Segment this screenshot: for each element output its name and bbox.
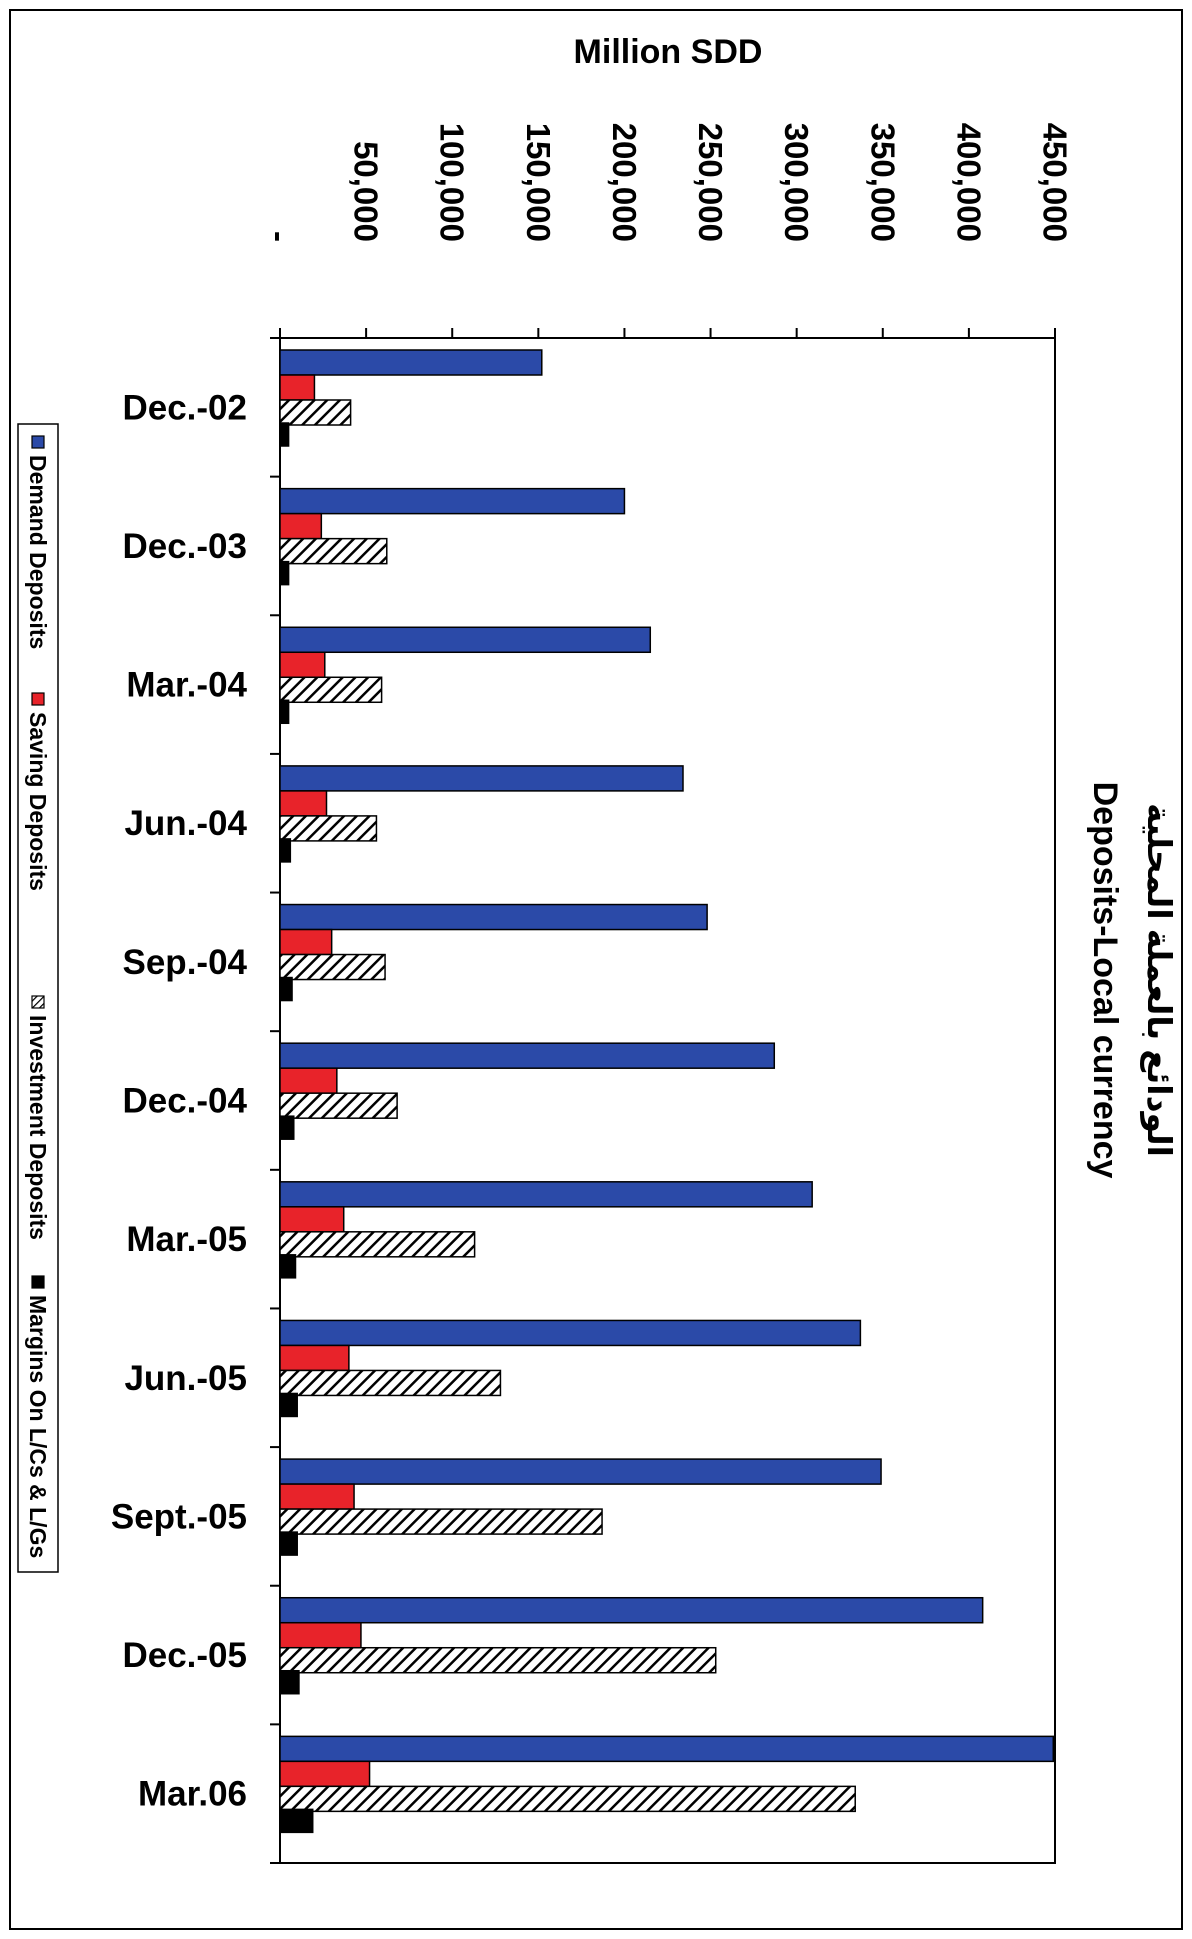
bar-investment-deposits [279,953,386,981]
bar-margins-on-l-cs-l-gs [279,838,292,863]
value-tick-label: 200,000 [606,123,643,242]
category-label: Jun.-05 [124,1359,247,1398]
category-label: Sept.-05 [111,1497,247,1536]
bar-saving-deposits [279,512,323,540]
legend-swatch [31,995,45,1009]
bar-demand-deposits [279,626,652,654]
bar-demand-deposits [279,1735,1055,1763]
value-tick-label: 300,000 [778,123,815,242]
bar-saving-deposits [279,1760,371,1788]
bar-investment-deposits [279,1646,717,1674]
bar-demand-deposits [279,487,626,515]
category-label: Dec.-02 [122,388,247,427]
value-axis-ticks: - 50,000 100,000 150,000 200,000 250,000 300,0… [262,123,1074,338]
bar-investment-deposits [279,815,378,842]
bar-saving-deposits [279,1344,350,1372]
value-tick-label: 400,000 [950,123,987,242]
value-tick-label: 450,000 [1037,123,1074,242]
bar-demand-deposits [279,1458,882,1485]
bar-margins-on-l-cs-l-gs [279,1115,295,1140]
bar-margins-on-l-cs-l-gs [279,422,290,447]
category-label: Dec.-05 [122,1636,247,1675]
category-labels: Dec.-02 Dec.-03 Mar.-04 Jun.-04 Sep.-04 Dec.-… [111,388,248,1813]
bar-investment-deposits [279,676,383,704]
bar-margins-on-l-cs-l-gs [279,1808,314,1834]
chart-subtitle: الودائع بالعملة المحلية [1139,803,1178,1157]
legend-label: Saving Deposits [25,712,51,891]
value-axis-label: Million SDD [574,33,763,71]
bar-margins-on-l-cs-l-gs [279,1392,298,1418]
bar-margins-on-l-cs-l-gs [279,1669,300,1695]
category-axis-ticks [270,337,280,1864]
bar-margins-on-l-cs-l-gs [279,1531,298,1556]
bar-investment-deposits [279,1785,856,1813]
category-label: Mar.06 [138,1775,247,1814]
bar-margins-on-l-cs-l-gs [279,560,290,586]
bar-saving-deposits [279,1067,338,1094]
bar-saving-deposits [279,790,328,817]
bar-saving-deposits [279,1206,345,1233]
chart-title: Deposits-Local currency [1086,782,1124,1179]
legend-label: Demand Deposits [25,455,51,649]
bar-demand-deposits [279,1181,813,1208]
value-tick-label: 100,000 [434,123,471,242]
bar-investment-deposits [279,1508,603,1535]
category-label: Dec.-04 [122,1082,247,1121]
bar-saving-deposits [279,374,316,401]
bar-investment-deposits [279,1231,476,1258]
bar-saving-deposits [279,928,333,956]
bars [279,349,1055,1834]
legend-swatch [31,435,45,449]
category-label: Jun.-04 [124,804,247,843]
value-tick-label: 150,000 [520,123,557,242]
category-label: Mar.-04 [126,666,247,705]
bar-demand-deposits [279,765,684,792]
bar-margins-on-l-cs-l-gs [279,976,293,1002]
legend-label: Margins On L/Cs & L/Gs [25,1295,51,1558]
bar-investment-deposits [279,537,388,565]
bar-demand-deposits [279,1042,776,1069]
bar-saving-deposits [279,651,326,679]
value-tick-label: - [262,231,299,242]
bar-margins-on-l-cs-l-gs [279,1254,297,1279]
legend-label: Investment Deposits [25,1015,51,1240]
legend: Demand Deposits Saving Deposits Investment… [17,423,59,1573]
value-tick-label: 50,000 [348,141,385,242]
value-tick-label: 350,000 [864,123,901,242]
category-label: Mar.-05 [126,1220,247,1259]
category-label: Dec.-03 [122,527,247,566]
outer-frame [9,9,1183,1930]
legend-swatch [31,692,45,706]
bar-investment-deposits [279,1369,502,1397]
bar-demand-deposits [279,903,708,931]
bar-investment-deposits [279,1092,398,1119]
legend-swatch [31,1275,45,1289]
bar-saving-deposits [279,1621,362,1649]
bar-demand-deposits [279,349,543,376]
bar-demand-deposits [279,1319,862,1347]
bar-demand-deposits [279,1596,984,1624]
bar-margins-on-l-cs-l-gs [279,699,290,725]
bar-investment-deposits [279,399,352,426]
value-tick-label: 250,000 [692,123,729,242]
category-label: Sep.-04 [123,943,248,982]
bar-saving-deposits [279,1483,355,1510]
